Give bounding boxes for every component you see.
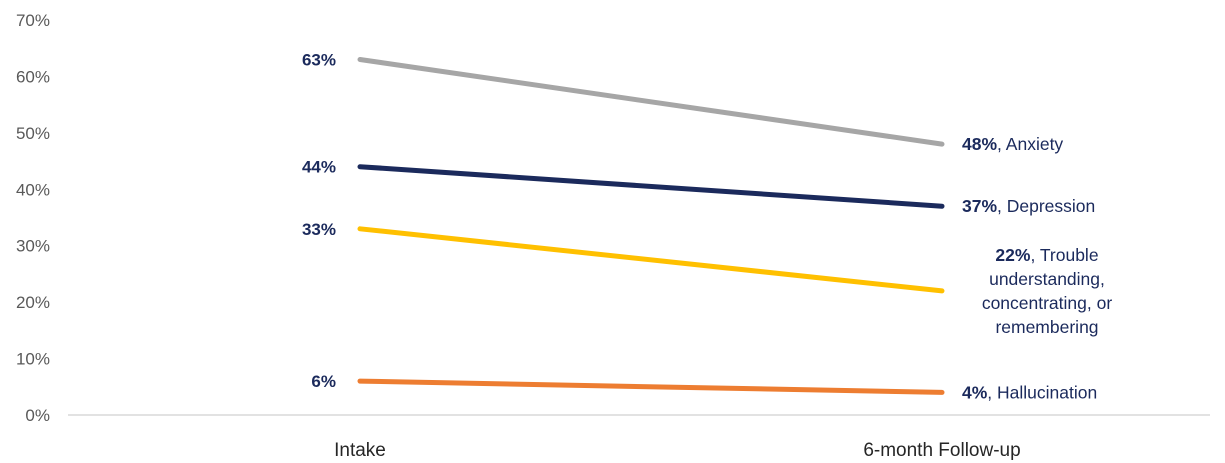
series-name: , Trouble (1030, 245, 1098, 265)
end-data-label: 37%, Depression (962, 196, 1095, 216)
y-tick-label: 50% (16, 124, 50, 143)
x-category-label: Intake (334, 440, 386, 461)
start-data-label: 6% (311, 372, 336, 391)
end-data-label: 4%, Hallucination (962, 382, 1097, 402)
start-data-label: 44% (302, 158, 336, 177)
y-tick-label: 70% (16, 11, 50, 30)
series-line (357, 164, 945, 209)
series-name: , Anxiety (997, 134, 1063, 154)
y-axis-ticks: 0% 10% 20% 30% 40% 50% 60% 70% (16, 11, 50, 425)
series-line (357, 226, 945, 294)
end-value: 37% (962, 196, 997, 216)
y-tick-label: 10% (16, 350, 50, 369)
x-axis-categories: Intake 6-month Follow-up (334, 440, 1021, 461)
start-data-labels: 63% 44% 33% 6% (302, 51, 336, 392)
start-data-label: 63% (302, 51, 336, 70)
series-lines (357, 57, 945, 395)
end-data-labels: 48%, Anxiety 37%, Depression 22%, Trouble u… (962, 134, 1112, 402)
end-value: 4% (962, 382, 988, 402)
end-value: 48% (962, 134, 997, 154)
y-tick-label: 60% (16, 67, 50, 86)
series-name-line: remembering (995, 317, 1098, 337)
y-tick-label: 20% (16, 293, 50, 312)
series-name-line: concentrating, or (982, 293, 1113, 313)
series-name-line: understanding, (989, 269, 1105, 289)
series-name: , Hallucination (987, 382, 1097, 402)
end-data-label: 22%, Trouble understanding, concentrating,… (982, 245, 1113, 337)
series-line (357, 378, 945, 395)
series-line (357, 57, 945, 147)
x-category-label: 6-month Follow-up (863, 440, 1020, 461)
end-value: 22% (995, 245, 1030, 265)
y-tick-label: 40% (16, 180, 50, 199)
end-data-label: 48%, Anxiety (962, 134, 1063, 154)
y-tick-label: 30% (16, 237, 50, 256)
series-name: , Depression (997, 196, 1095, 216)
y-tick-label: 0% (25, 406, 50, 425)
start-data-label: 33% (302, 220, 336, 239)
